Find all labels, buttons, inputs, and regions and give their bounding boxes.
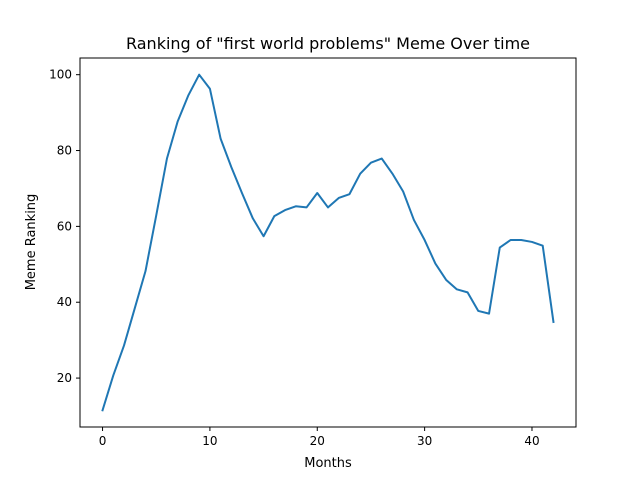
y-axis-label: Meme Ranking bbox=[24, 194, 39, 291]
y-tick-label: 100 bbox=[49, 68, 72, 82]
x-axis: 0 10 20 30 40 bbox=[99, 427, 540, 448]
chart-title: Ranking of "first world problems" Meme O… bbox=[126, 34, 530, 53]
y-tick-label: 40 bbox=[57, 295, 72, 309]
y-axis: 20 40 60 80 100 bbox=[49, 68, 80, 385]
x-axis-label: Months bbox=[304, 456, 352, 471]
x-tick-label: 40 bbox=[524, 434, 539, 448]
x-tick-label: 20 bbox=[310, 434, 325, 448]
x-tick-label: 0 bbox=[99, 434, 107, 448]
x-tick-label: 10 bbox=[202, 434, 217, 448]
x-tick-label: 30 bbox=[417, 434, 432, 448]
plot-frame bbox=[79, 57, 577, 428]
plot-area bbox=[101, 73, 555, 412]
y-tick-label: 80 bbox=[57, 144, 72, 158]
y-tick-label: 60 bbox=[57, 219, 72, 233]
y-tick-label: 20 bbox=[57, 371, 72, 385]
series-line-0 bbox=[101, 73, 555, 412]
